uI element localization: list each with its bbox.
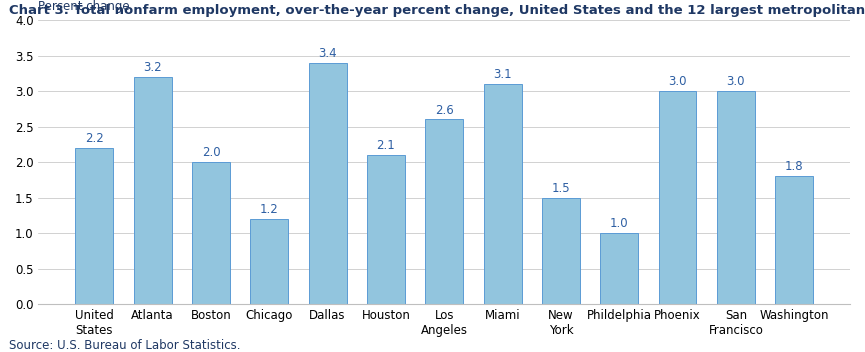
Bar xyxy=(658,91,696,304)
Text: 3.4: 3.4 xyxy=(318,47,336,60)
Text: 3.0: 3.0 xyxy=(669,75,687,88)
Text: 3.1: 3.1 xyxy=(493,68,512,81)
Text: 3.2: 3.2 xyxy=(144,61,162,74)
Bar xyxy=(250,219,288,304)
Bar xyxy=(75,148,113,304)
Bar xyxy=(192,162,230,304)
Bar xyxy=(134,77,171,304)
Text: Source: U.S. Bureau of Labor Statistics.: Source: U.S. Bureau of Labor Statistics. xyxy=(9,339,240,352)
Text: 1.8: 1.8 xyxy=(785,161,804,174)
Text: 1.0: 1.0 xyxy=(610,217,629,230)
Bar xyxy=(484,84,522,304)
Text: 2.0: 2.0 xyxy=(202,146,221,159)
Text: Chart 3. Total nonfarm employment, over-the-year percent change, United States a: Chart 3. Total nonfarm employment, over-… xyxy=(9,4,865,17)
Text: 1.2: 1.2 xyxy=(260,203,279,216)
Bar xyxy=(309,63,347,304)
Bar xyxy=(542,197,580,304)
Text: 3.0: 3.0 xyxy=(727,75,745,88)
Bar xyxy=(600,233,638,304)
Bar xyxy=(426,119,463,304)
Bar xyxy=(367,155,405,304)
Bar xyxy=(717,91,755,304)
Text: 2.2: 2.2 xyxy=(85,132,104,145)
Bar xyxy=(775,176,813,304)
Text: 2.6: 2.6 xyxy=(435,103,453,117)
Text: 2.1: 2.1 xyxy=(376,139,395,152)
Text: 1.5: 1.5 xyxy=(552,182,570,195)
Text: Percent change: Percent change xyxy=(38,0,130,13)
